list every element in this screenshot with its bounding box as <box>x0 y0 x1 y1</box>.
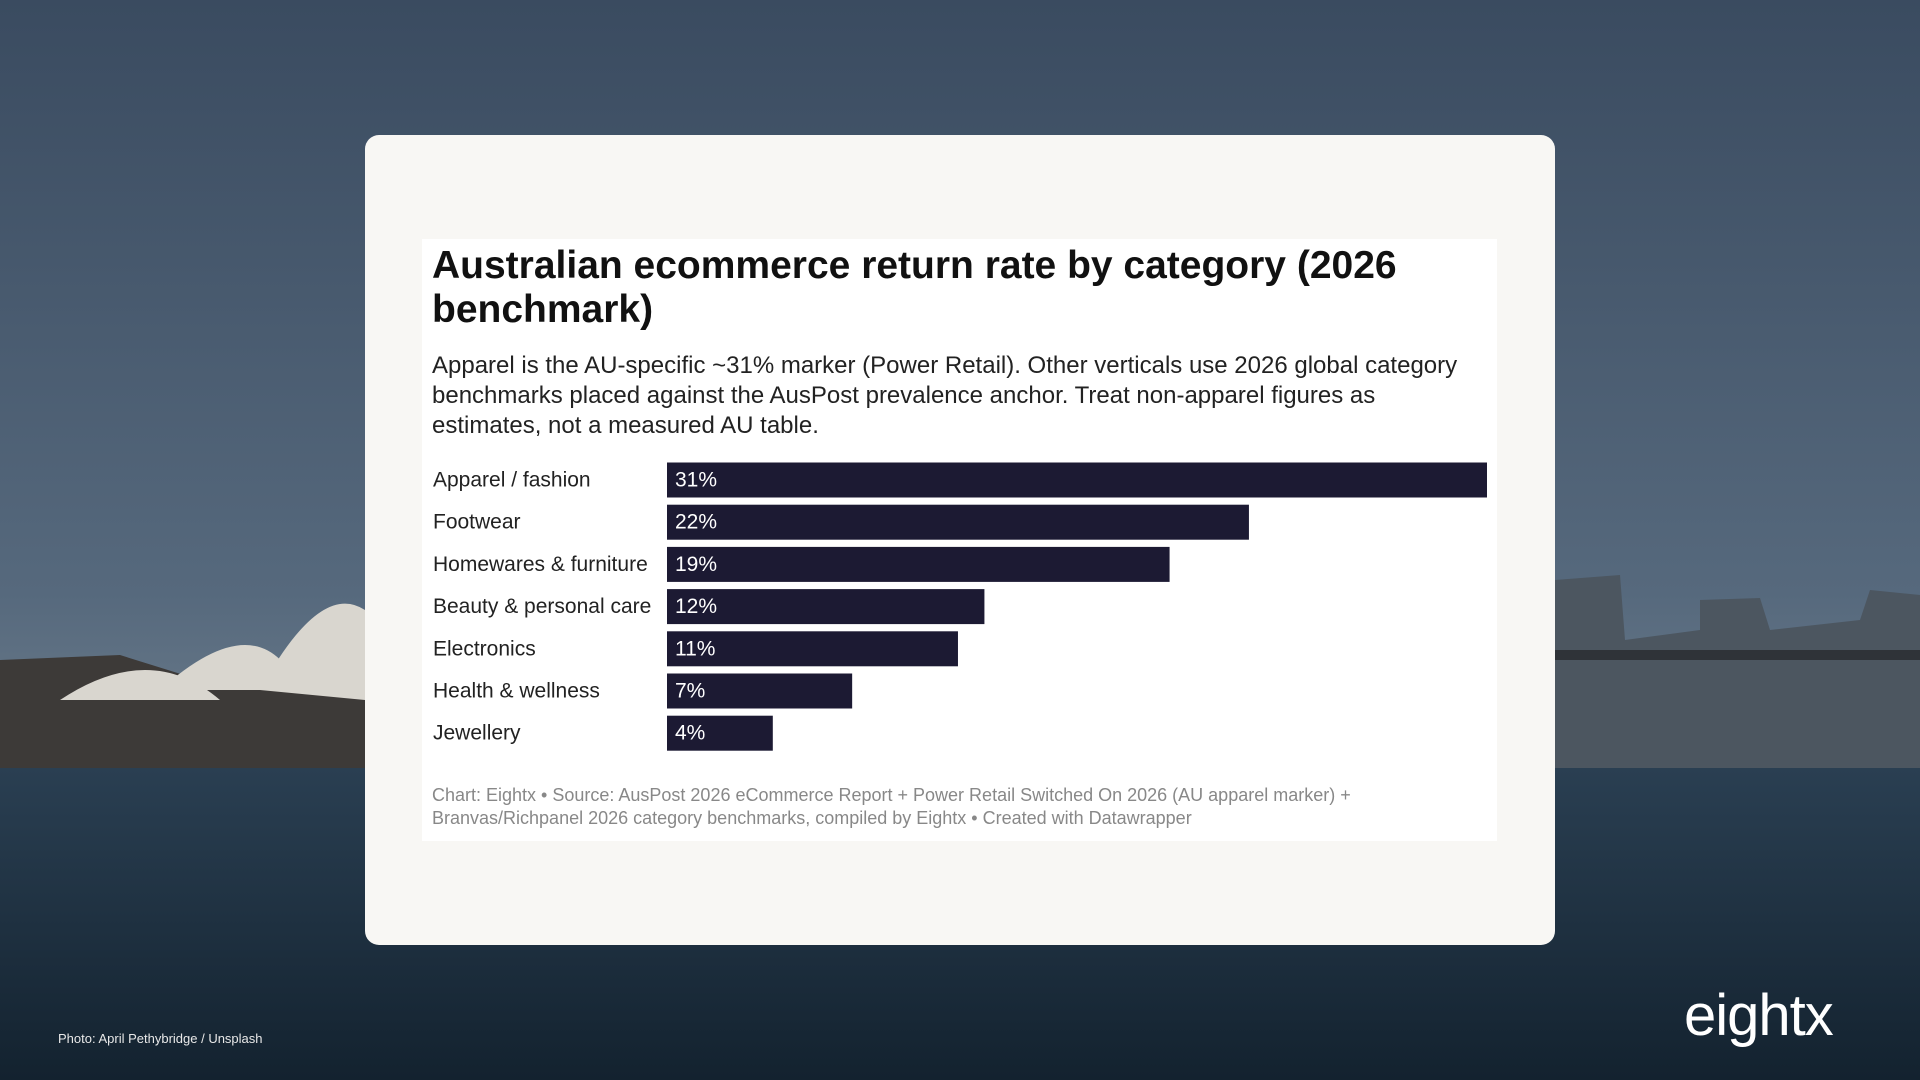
category-label: Apparel / fashion <box>433 469 591 492</box>
value-label: 4% <box>675 722 705 745</box>
photo-credit: Photo: April Pethybridge / Unsplash <box>58 1031 263 1046</box>
category-label: Health & wellness <box>433 680 600 703</box>
chart: Australian ecommerce return rate by cate… <box>422 239 1497 841</box>
bar-plot: Apparel / fashion 31% Footwear 22% Homewares… <box>433 462 1487 751</box>
bar <box>667 715 773 751</box>
category-label: Beauty & personal care <box>433 595 651 618</box>
bar <box>667 673 853 709</box>
category-label: Jewellery <box>433 722 521 745</box>
bar <box>667 504 1249 540</box>
category-label: Electronics <box>433 637 536 660</box>
chart-subtitle: Apparel is the AU-specific ~31% marker (… <box>432 352 1458 439</box>
value-label: 31% <box>675 469 717 492</box>
value-label: 22% <box>675 511 717 534</box>
bar <box>667 462 1487 498</box>
logo: eightx <box>1684 983 1834 1048</box>
category-label: Homewares & furniture <box>433 553 648 576</box>
source-note: Chart: Eightx • Source: AusPost 2026 eCo… <box>432 785 1351 828</box>
value-label: 7% <box>675 680 705 703</box>
bar <box>667 546 1170 582</box>
category-label: Footwear <box>433 511 521 534</box>
value-label: 11% <box>675 637 715 660</box>
chart-title: Australian ecommerce return rate by cate… <box>432 244 1397 331</box>
bar <box>667 631 958 667</box>
value-label: 12% <box>675 595 717 618</box>
bar <box>667 589 985 625</box>
value-label: 19% <box>675 553 717 576</box>
